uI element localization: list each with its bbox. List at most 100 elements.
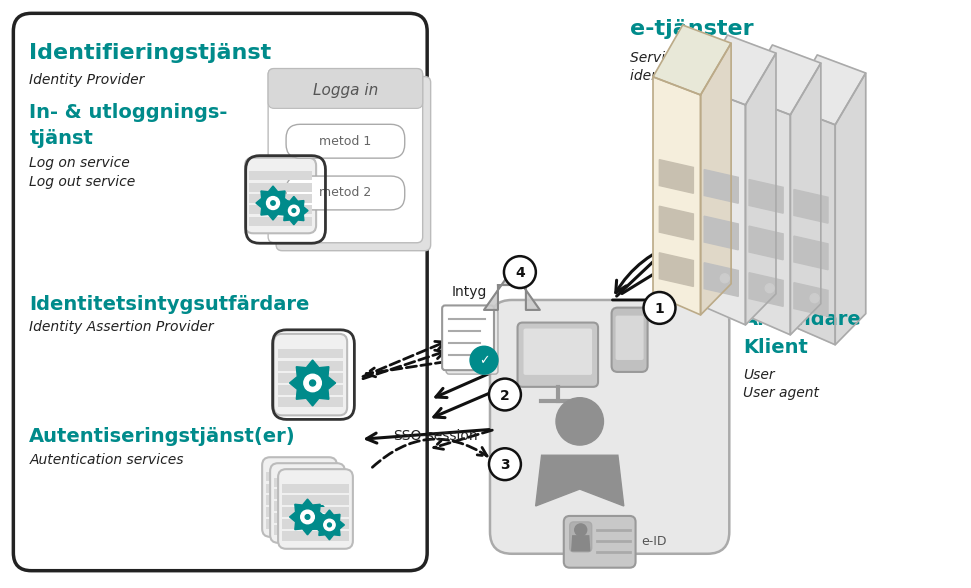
Polygon shape [749, 226, 784, 260]
FancyBboxPatch shape [274, 502, 341, 511]
Text: ✓: ✓ [479, 354, 489, 367]
Circle shape [765, 284, 774, 293]
Circle shape [575, 524, 586, 536]
Circle shape [319, 517, 323, 521]
Polygon shape [701, 43, 731, 315]
Circle shape [323, 519, 335, 530]
Circle shape [271, 201, 275, 205]
Text: Log on service: Log on service [29, 156, 130, 170]
FancyBboxPatch shape [274, 477, 341, 487]
Polygon shape [315, 510, 345, 540]
FancyBboxPatch shape [283, 519, 349, 529]
Text: metod 1: metod 1 [319, 135, 372, 148]
FancyBboxPatch shape [262, 457, 337, 537]
Polygon shape [659, 253, 693, 286]
Polygon shape [659, 159, 693, 193]
FancyBboxPatch shape [274, 334, 348, 415]
Circle shape [288, 205, 299, 216]
Polygon shape [790, 63, 820, 335]
Polygon shape [289, 499, 325, 535]
Polygon shape [572, 536, 589, 551]
FancyBboxPatch shape [518, 323, 598, 387]
Polygon shape [787, 55, 866, 125]
FancyBboxPatch shape [570, 522, 591, 552]
FancyBboxPatch shape [266, 507, 333, 517]
Polygon shape [743, 45, 820, 115]
Polygon shape [698, 87, 746, 325]
Circle shape [266, 196, 280, 209]
Polygon shape [653, 77, 701, 315]
Circle shape [310, 380, 316, 386]
Polygon shape [282, 493, 318, 529]
Text: e-ID: e-ID [642, 535, 667, 549]
FancyBboxPatch shape [564, 516, 636, 567]
Circle shape [297, 509, 302, 513]
Polygon shape [794, 283, 828, 316]
Text: User: User [743, 368, 775, 382]
FancyBboxPatch shape [278, 397, 343, 407]
Text: SSO-session: SSO-session [393, 429, 478, 443]
Text: Identitetsintygsutfärdare: Identitetsintygsutfärdare [29, 295, 310, 314]
FancyBboxPatch shape [266, 472, 333, 481]
FancyBboxPatch shape [14, 14, 427, 571]
FancyBboxPatch shape [249, 205, 312, 215]
Polygon shape [289, 360, 336, 406]
Polygon shape [787, 106, 835, 345]
FancyBboxPatch shape [616, 316, 644, 360]
Polygon shape [274, 487, 310, 523]
Circle shape [304, 374, 321, 392]
FancyBboxPatch shape [276, 76, 431, 250]
Polygon shape [256, 186, 290, 220]
FancyBboxPatch shape [612, 308, 648, 372]
FancyBboxPatch shape [442, 305, 494, 370]
Text: Logga in: Logga in [313, 83, 378, 98]
Circle shape [644, 292, 676, 324]
FancyBboxPatch shape [268, 69, 422, 108]
Polygon shape [794, 236, 828, 270]
FancyBboxPatch shape [278, 385, 343, 395]
Circle shape [489, 379, 520, 410]
Circle shape [308, 507, 319, 519]
Polygon shape [298, 498, 328, 528]
FancyBboxPatch shape [274, 525, 341, 535]
Polygon shape [704, 169, 738, 203]
Text: Service provider /: Service provider / [629, 51, 753, 65]
Circle shape [489, 448, 520, 480]
FancyBboxPatch shape [278, 349, 343, 358]
FancyBboxPatch shape [283, 496, 349, 505]
Circle shape [720, 274, 729, 283]
Polygon shape [484, 270, 540, 310]
FancyBboxPatch shape [283, 532, 349, 541]
Circle shape [504, 256, 536, 288]
FancyBboxPatch shape [266, 519, 333, 529]
FancyBboxPatch shape [283, 483, 349, 493]
FancyBboxPatch shape [266, 496, 333, 505]
Polygon shape [749, 273, 784, 306]
Polygon shape [280, 196, 308, 225]
Circle shape [292, 504, 307, 518]
Text: Klient: Klient [743, 338, 808, 357]
Text: Identifieringstjänst: Identifieringstjänst [29, 43, 272, 63]
Circle shape [285, 498, 298, 512]
Polygon shape [704, 216, 738, 250]
Circle shape [327, 523, 331, 527]
Circle shape [305, 514, 310, 519]
Polygon shape [536, 455, 623, 506]
FancyBboxPatch shape [249, 171, 312, 181]
FancyBboxPatch shape [278, 361, 343, 370]
FancyBboxPatch shape [283, 507, 349, 517]
Text: 3: 3 [500, 458, 510, 472]
FancyBboxPatch shape [245, 158, 317, 233]
Text: User agent: User agent [743, 386, 820, 400]
FancyBboxPatch shape [268, 69, 422, 243]
FancyBboxPatch shape [249, 216, 312, 226]
FancyBboxPatch shape [446, 309, 498, 374]
Text: Log out service: Log out service [29, 175, 136, 189]
Polygon shape [307, 504, 336, 534]
FancyBboxPatch shape [270, 463, 345, 543]
Text: Autentiseringstjänst(er): Autentiseringstjänst(er) [29, 427, 296, 446]
Polygon shape [749, 179, 784, 213]
FancyBboxPatch shape [286, 124, 405, 158]
Polygon shape [659, 206, 693, 240]
FancyBboxPatch shape [249, 194, 312, 203]
